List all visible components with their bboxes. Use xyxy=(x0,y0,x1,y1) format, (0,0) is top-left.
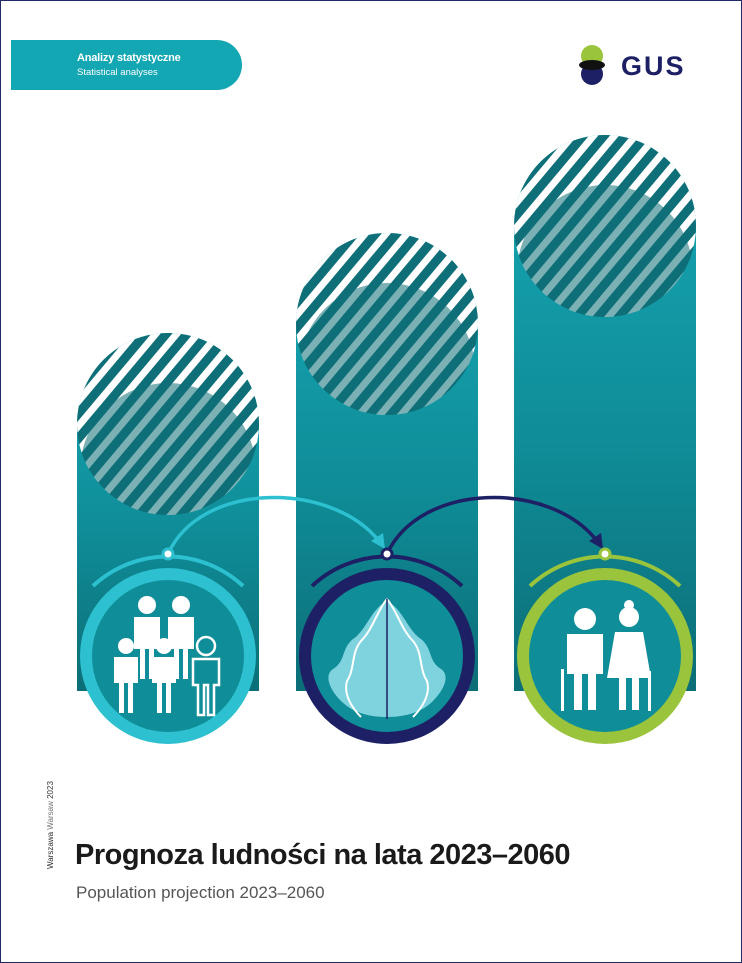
place-year: Warszawa Warsaw 2023 xyxy=(46,781,55,869)
series-label-en: Statistical analyses xyxy=(77,67,158,78)
report-title-pl: Prognoza ludności na lata 2023–2060 xyxy=(75,839,571,871)
elderly-couple-icon xyxy=(561,600,651,711)
series-label-pl: Analizy statystyczne xyxy=(77,52,181,64)
gus-logo-icon xyxy=(579,45,605,85)
place-en: Warsaw xyxy=(46,801,55,830)
report-title-en: Population projection 2023–2060 xyxy=(76,883,325,902)
series-badge: Analizy statystyczne Statistical analyse… xyxy=(11,40,242,90)
place-pl: Warszawa xyxy=(46,831,55,869)
population-pyramid-icon xyxy=(328,598,446,719)
family-icon xyxy=(114,596,221,717)
year: 2023 xyxy=(46,781,55,799)
logo-text: GUS xyxy=(621,51,686,81)
